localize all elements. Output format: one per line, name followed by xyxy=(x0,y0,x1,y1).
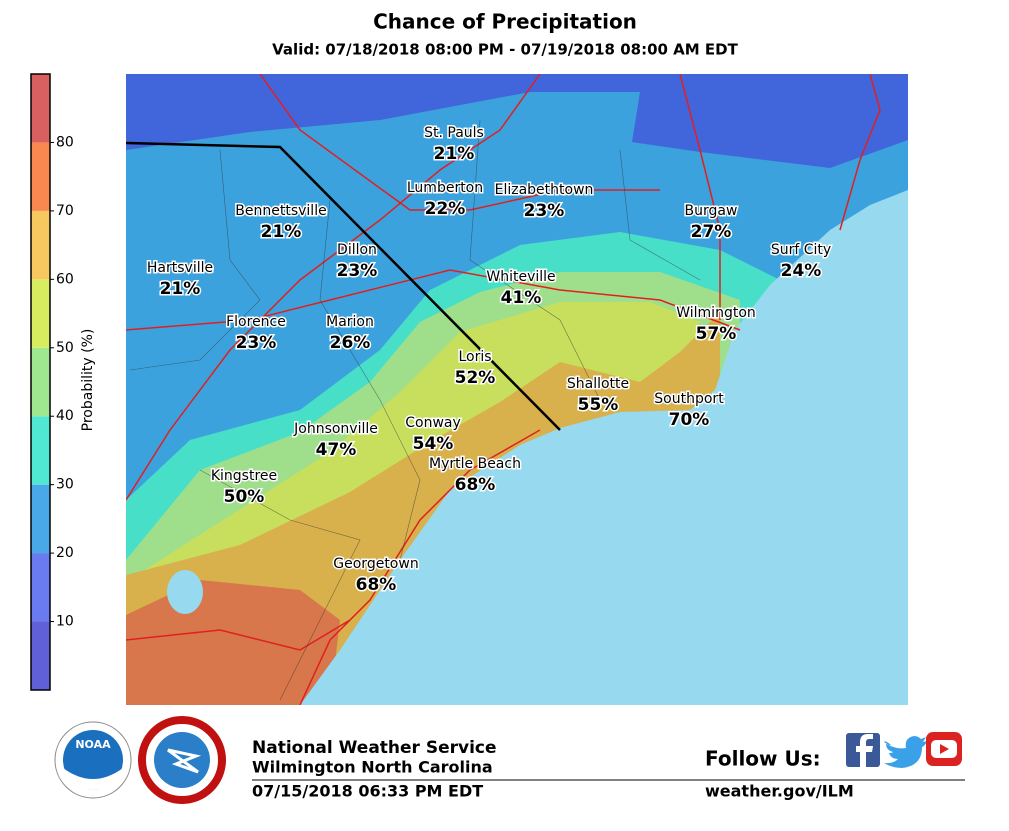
city-pop: 21% xyxy=(261,222,302,242)
city-name: Marion xyxy=(326,314,374,330)
city-pop: 57% xyxy=(696,324,737,344)
city-name: Bennettsville xyxy=(235,203,326,219)
city-pop: 23% xyxy=(337,261,378,281)
city-pop: 52% xyxy=(455,368,496,388)
city-name: Florence xyxy=(226,314,286,330)
colorbar-tick-label: 40 xyxy=(56,408,74,424)
facebook-f xyxy=(856,734,873,767)
colorbar-tick-label: 30 xyxy=(56,477,74,493)
land-10-20 xyxy=(126,74,908,168)
colorbar-band xyxy=(31,142,50,211)
title: Chance of Precipitation xyxy=(373,10,637,34)
office: National Weather Service xyxy=(252,738,497,758)
city-name: St. Pauls xyxy=(424,125,484,141)
colorbar-tick-label: 20 xyxy=(56,545,74,561)
colorbar-band xyxy=(31,74,50,143)
lake xyxy=(167,570,203,614)
location: Wilmington North Carolina xyxy=(252,758,493,777)
footer: NOAA National Weather Service Wilmington… xyxy=(54,716,965,804)
colorbar-band xyxy=(31,210,50,280)
county-lines xyxy=(129,119,701,701)
noaa-text: NOAA xyxy=(75,738,111,751)
url[interactable]: weather.gov/ILM xyxy=(705,782,854,801)
city-name: Shallotte xyxy=(567,376,629,392)
city-name: Elizabethtown xyxy=(495,182,594,198)
colorbar-band xyxy=(31,621,50,690)
issued: 07/15/2018 06:33 PM EDT xyxy=(252,782,483,801)
city-name: Conway xyxy=(405,415,461,431)
city-pop: 70% xyxy=(669,410,710,430)
city-pop: 68% xyxy=(356,575,397,595)
subtitle: Valid: 07/18/2018 08:00 PM - 07/19/2018 … xyxy=(272,41,738,59)
colorbar: 10 20 30 40 50 60 70 80 xyxy=(30,73,74,691)
city-pop: 23% xyxy=(236,333,277,353)
colorbar-band xyxy=(31,279,50,348)
colorbar-tick-label: 50 xyxy=(56,340,74,356)
city-pop: 21% xyxy=(160,279,201,299)
city-name: Burgaw xyxy=(685,203,738,219)
city-pop: 41% xyxy=(501,288,542,308)
city-name: Surf City xyxy=(771,242,831,258)
city-pop: 54% xyxy=(413,434,454,454)
twitter-icon[interactable] xyxy=(884,736,927,768)
ocean xyxy=(300,190,908,705)
youtube-play xyxy=(940,744,949,754)
follow: Follow Us: xyxy=(705,747,821,771)
colorbar-band xyxy=(31,416,50,485)
city-name: Johnsonville xyxy=(293,421,378,437)
city-name: Kingstree xyxy=(211,468,277,484)
map xyxy=(126,74,908,705)
city-name: Loris xyxy=(458,349,491,365)
city-pop: 24% xyxy=(781,261,822,281)
colorbar-tick-label: 80 xyxy=(56,134,74,150)
city-name: Southport xyxy=(654,391,724,407)
colorbar-band xyxy=(31,347,50,417)
colorbar-frame xyxy=(30,73,51,691)
city-pop: 50% xyxy=(224,487,265,507)
city-name: Georgetown xyxy=(333,556,418,572)
city-pop: 23% xyxy=(524,201,565,221)
city-name: Dillon xyxy=(337,242,377,258)
colorbar-tick-label: 60 xyxy=(56,271,74,287)
roads xyxy=(126,74,881,705)
noaa-logo-inner xyxy=(63,730,123,790)
colorbar-band xyxy=(31,484,50,554)
colorbar-tick-label: 70 xyxy=(56,203,74,219)
city-pop: 27% xyxy=(691,222,732,242)
colorbar-tick-label: 10 xyxy=(56,614,74,630)
colorbar-label: Probability (%) xyxy=(80,329,96,432)
city-name: Hartsville xyxy=(147,260,213,276)
city-pop: 68% xyxy=(455,475,496,495)
city-pop: 21% xyxy=(434,144,475,164)
city-name: Lumberton xyxy=(407,180,483,196)
city-pop: 47% xyxy=(316,440,357,460)
city-name: Whiteville xyxy=(486,269,555,285)
city-pop: 26% xyxy=(330,333,371,353)
city-labels: St. Pauls 21% Lumberton 22% Elizabethtown 23%… xyxy=(145,124,832,597)
city-pop: 55% xyxy=(578,395,619,415)
colorbar-band xyxy=(31,553,50,622)
state-line xyxy=(126,141,561,431)
nws-bolt xyxy=(167,748,202,774)
city-name: Wilmington xyxy=(676,305,756,321)
city-name: Myrtle Beach xyxy=(429,456,521,472)
city-pop: 22% xyxy=(425,199,466,219)
noaa-wave xyxy=(63,768,123,790)
